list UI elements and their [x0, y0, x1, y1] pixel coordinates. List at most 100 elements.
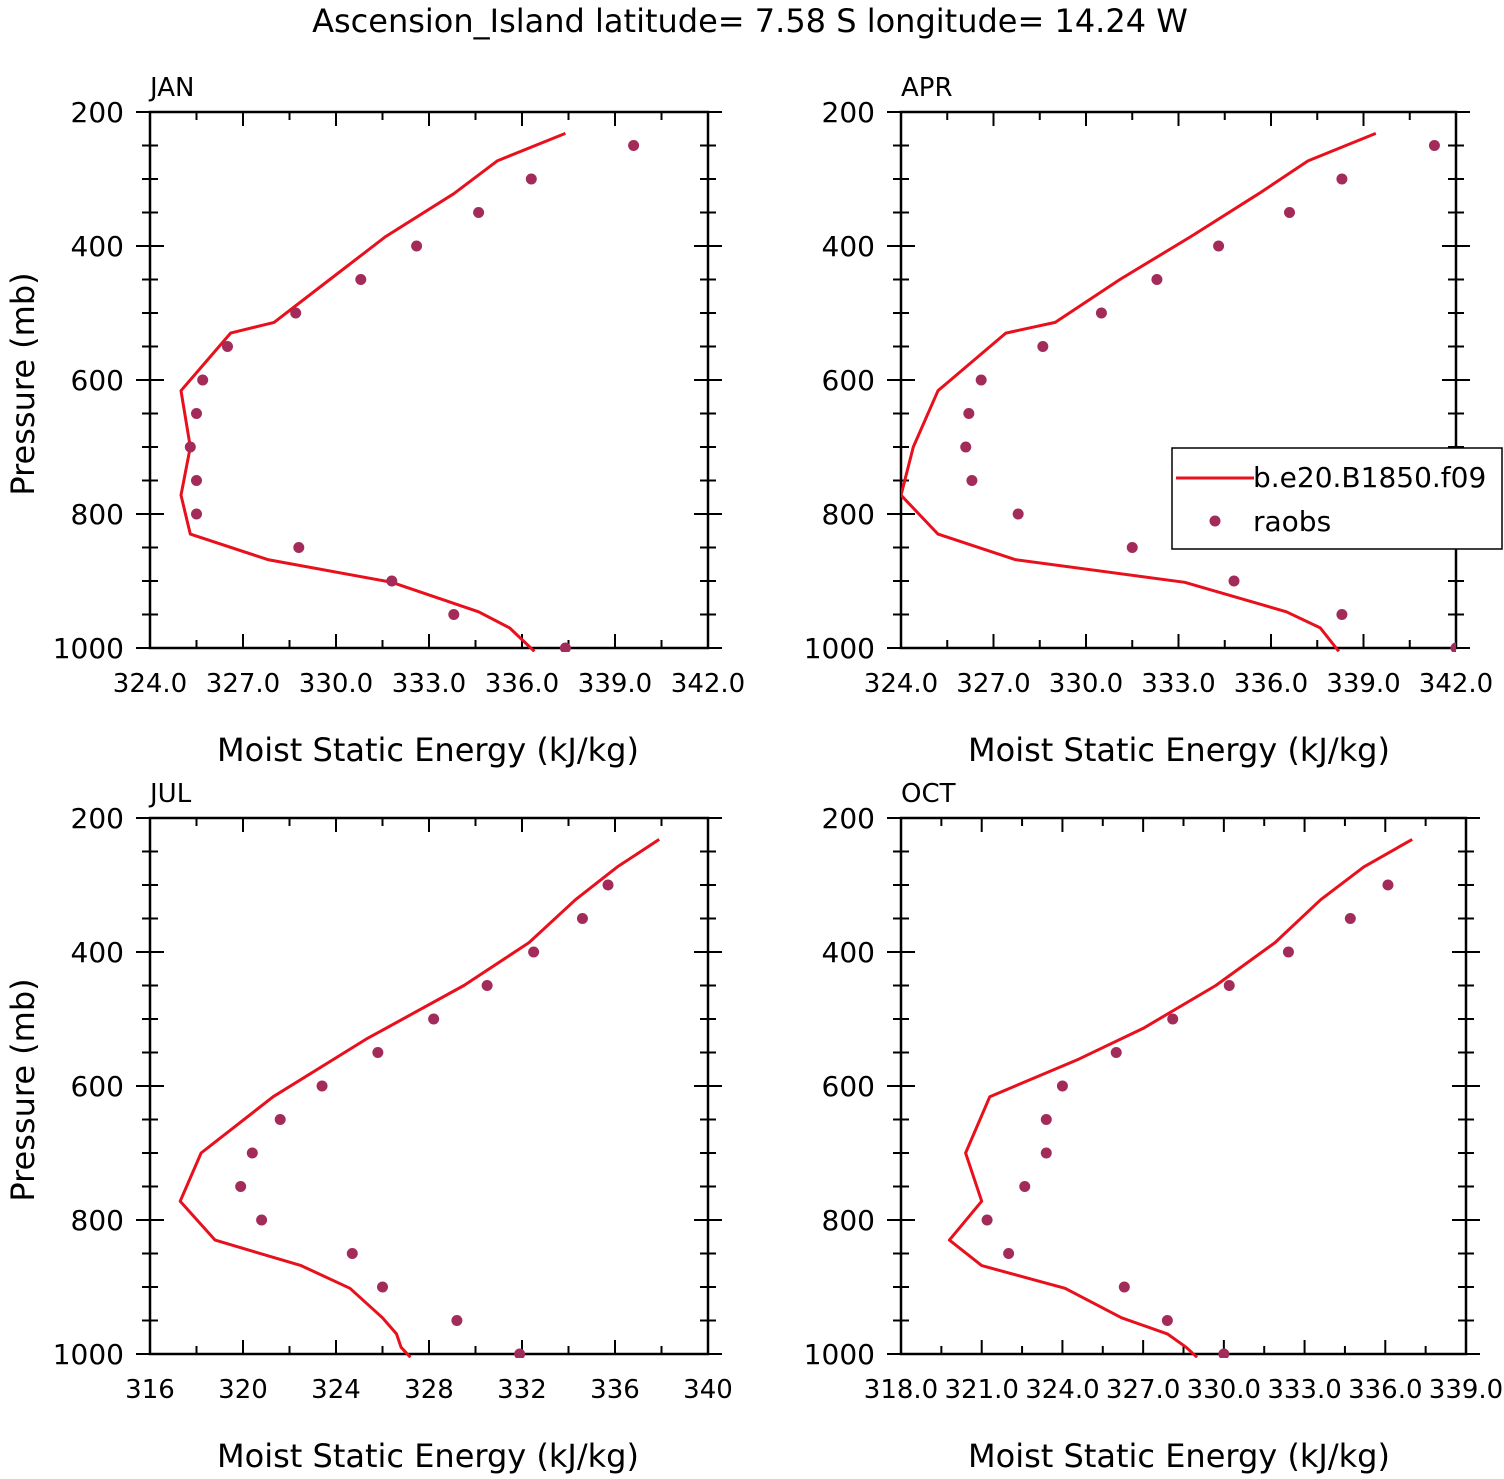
x-tick-label: 336.0 — [1348, 1375, 1422, 1405]
x-axis-label: Moist Static Energy (kJ/kg) — [217, 731, 639, 769]
x-axis-label: Moist Static Energy (kJ/kg) — [217, 1437, 639, 1475]
raobs-point — [1118, 1281, 1130, 1293]
x-tick-label: 324.0 — [113, 669, 187, 699]
y-tick-label: 1000 — [53, 632, 124, 665]
panel-label: JUL — [148, 779, 192, 809]
y-tick-label: 1000 — [53, 1338, 124, 1371]
y-tick-label: 1000 — [804, 632, 875, 665]
x-tick-label: 324 — [311, 1375, 361, 1405]
x-tick-label: 327.0 — [206, 669, 280, 699]
raobs-point — [184, 441, 196, 453]
y-tick-label: 800 — [822, 1204, 875, 1237]
raobs-point — [355, 274, 367, 285]
x-tick-label: 336.0 — [1234, 669, 1308, 699]
x-tick-label: 330.0 — [299, 669, 373, 699]
raobs-point — [222, 341, 233, 352]
raobs-point — [246, 1147, 258, 1159]
x-tick-label: 324.0 — [1025, 1375, 1099, 1405]
raobs-point — [1019, 1181, 1031, 1192]
raobs-point — [293, 542, 305, 553]
x-tick-label: 342.0 — [671, 669, 745, 699]
y-tick-label: 1000 — [804, 1338, 875, 1371]
raobs-point — [448, 609, 460, 620]
raobs-point — [1040, 1147, 1052, 1159]
panel-oct: 200 400 600 800 1000 318.0 321.0 324.0 327.0 330.… — [804, 779, 1503, 1475]
y-tick-label: 800 — [822, 498, 875, 531]
x-tick-label: 333.0 — [1267, 1375, 1341, 1405]
raobs-point — [1037, 341, 1049, 352]
raobs-point — [525, 173, 537, 185]
raobs-point — [1056, 1080, 1068, 1092]
raobs-point — [1218, 1348, 1230, 1358]
raobs-point — [981, 1214, 993, 1226]
raobs-point — [628, 140, 640, 151]
x-tick-label: 333.0 — [1141, 669, 1215, 699]
y-tick-label: 200 — [822, 96, 875, 129]
x-tick-label: 332 — [497, 1375, 547, 1405]
x-tick-label: 333.0 — [392, 669, 466, 699]
raobs-point — [1450, 642, 1456, 652]
raobs-point — [1012, 508, 1024, 520]
raobs-point — [377, 1281, 388, 1293]
raobs-point — [481, 980, 493, 991]
legend-dot-swatch — [1209, 515, 1221, 527]
y-tick-label: 200 — [71, 96, 124, 129]
legend-box — [1171, 447, 1503, 550]
plot-area — [947, 838, 1413, 1358]
legend-label: raobs — [1253, 505, 1331, 538]
raobs-point — [274, 1114, 286, 1125]
raobs-point — [386, 575, 398, 587]
y-tick-label: 800 — [71, 1204, 124, 1237]
raobs-point — [235, 1181, 247, 1192]
x-tick-label: 328 — [404, 1375, 454, 1405]
raobs-point — [191, 508, 202, 520]
raobs-point — [602, 879, 614, 891]
y-tick-label: 200 — [71, 802, 124, 835]
raobs-point — [1344, 913, 1356, 924]
legend-label: b.e20.B1850.f09 — [1253, 461, 1486, 494]
raobs-point — [1382, 879, 1394, 891]
raobs-point — [1040, 1114, 1052, 1125]
raobs-point — [1336, 609, 1348, 620]
figure-title: Ascension_Island latitude= 7.58 S longit… — [312, 2, 1188, 40]
y-tick-label: 400 — [71, 936, 124, 969]
panel-label: OCT — [901, 779, 956, 809]
raobs-point — [1336, 173, 1348, 185]
y-axis-label: Pressure (mb) — [4, 272, 42, 495]
raobs-point — [975, 374, 987, 386]
raobs-point — [473, 207, 485, 218]
panel-label: JAN — [148, 73, 194, 103]
y-tick-label: 400 — [822, 936, 875, 969]
raobs-point — [290, 307, 302, 319]
x-tick-label: 321.0 — [944, 1375, 1018, 1405]
x-tick-label: 339.0 — [578, 669, 652, 699]
x-tick-label: 316 — [125, 1375, 175, 1405]
plot-area — [179, 132, 640, 652]
x-tick-label: 324.0 — [864, 669, 938, 699]
x-tick-label: 336 — [590, 1375, 640, 1405]
x-tick-label: 327.0 — [956, 669, 1030, 699]
raobs-point — [1161, 1315, 1173, 1326]
raobs-point — [411, 240, 423, 252]
raobs-point — [316, 1080, 328, 1092]
plot-frame — [148, 816, 710, 1356]
y-axis-label: Pressure (mb) — [4, 978, 42, 1201]
y-tick-label: 200 — [822, 802, 875, 835]
y-tick-label: 800 — [71, 498, 124, 531]
model-line — [179, 132, 566, 652]
raobs-point — [963, 408, 975, 419]
plot-area — [178, 838, 661, 1358]
raobs-point — [1223, 980, 1235, 991]
panel-label: APR — [901, 73, 953, 103]
plot-frame — [899, 816, 1468, 1356]
y-tick-label: 600 — [71, 364, 124, 397]
raobs-point — [346, 1248, 358, 1259]
x-tick-label: 318.0 — [864, 1375, 938, 1405]
raobs-point — [1151, 274, 1163, 285]
y-tick-label: 600 — [822, 1070, 875, 1103]
raobs-point — [514, 1348, 526, 1358]
x-tick-label: 339.0 — [1326, 669, 1400, 699]
model-line — [178, 838, 661, 1358]
raobs-point — [1167, 1013, 1179, 1025]
